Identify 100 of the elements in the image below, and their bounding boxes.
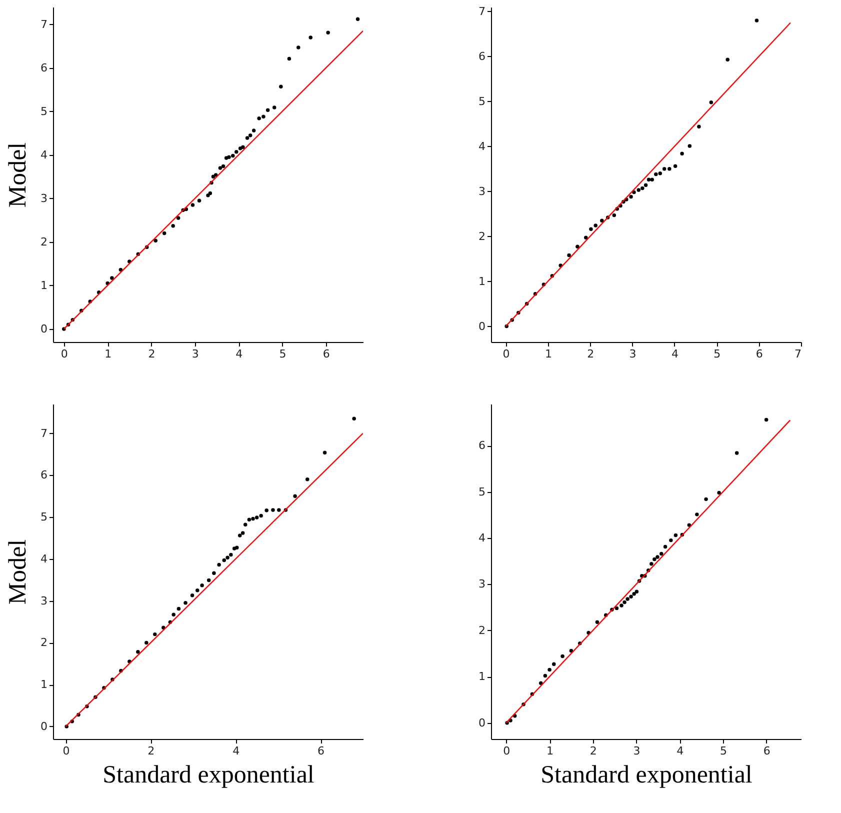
point bbox=[251, 516, 255, 521]
point bbox=[259, 514, 263, 518]
y-tick-label: 1 bbox=[40, 678, 48, 692]
point bbox=[632, 592, 636, 596]
point bbox=[629, 594, 633, 599]
x-tick-label: 2 bbox=[587, 348, 594, 360]
point bbox=[308, 36, 312, 40]
point bbox=[212, 571, 216, 576]
y-tick-label: 0 bbox=[40, 720, 48, 733]
point bbox=[697, 124, 701, 128]
point bbox=[176, 216, 180, 220]
point bbox=[668, 167, 672, 171]
point bbox=[264, 508, 268, 512]
point bbox=[663, 544, 668, 549]
y-tick-label: 5 bbox=[478, 94, 486, 108]
point bbox=[229, 552, 233, 557]
point bbox=[196, 588, 200, 592]
point bbox=[754, 18, 759, 22]
point bbox=[594, 224, 598, 228]
point bbox=[543, 674, 548, 678]
point bbox=[640, 186, 644, 190]
point bbox=[211, 174, 216, 179]
x-tick-label: 0 bbox=[502, 348, 510, 360]
x-tick-label: 4 bbox=[676, 744, 684, 758]
point bbox=[287, 56, 292, 61]
point bbox=[262, 114, 266, 119]
point bbox=[660, 552, 664, 556]
y-tick-label: 2 bbox=[40, 636, 48, 650]
x-tick-label: 0 bbox=[503, 744, 510, 758]
point bbox=[626, 597, 630, 601]
y-tick-label: 0 bbox=[478, 320, 486, 333]
y-tick-label: 2 bbox=[478, 624, 486, 637]
point bbox=[352, 416, 356, 421]
point bbox=[600, 218, 604, 222]
y-tick-label: 5 bbox=[40, 104, 48, 118]
point bbox=[589, 227, 593, 231]
point bbox=[652, 557, 656, 562]
point bbox=[669, 538, 673, 542]
y-tick-label: 1 bbox=[478, 274, 486, 288]
point bbox=[704, 497, 708, 502]
point bbox=[552, 662, 556, 666]
point bbox=[674, 533, 678, 538]
point bbox=[293, 494, 297, 498]
x-tick-label: 0 bbox=[62, 744, 70, 758]
point bbox=[245, 136, 250, 140]
point bbox=[709, 100, 714, 104]
point bbox=[136, 650, 140, 654]
point bbox=[695, 512, 699, 516]
y-tick-label: 4 bbox=[40, 552, 48, 566]
y-tick-label: 3 bbox=[40, 594, 48, 608]
point bbox=[241, 145, 245, 149]
y-tick-label: 7 bbox=[40, 426, 48, 440]
point bbox=[257, 116, 261, 120]
point bbox=[190, 203, 195, 207]
point bbox=[560, 654, 564, 658]
point bbox=[576, 244, 580, 249]
y-tick-label: 5 bbox=[478, 485, 486, 498]
y-tick-label: 3 bbox=[478, 578, 486, 591]
point bbox=[322, 450, 327, 454]
point bbox=[612, 213, 616, 218]
point bbox=[235, 546, 239, 550]
point bbox=[266, 108, 270, 112]
point bbox=[548, 668, 552, 672]
point bbox=[172, 612, 176, 616]
point bbox=[144, 640, 148, 645]
point bbox=[197, 198, 202, 202]
point bbox=[569, 648, 574, 653]
point bbox=[240, 531, 245, 535]
x-tick-label: 2 bbox=[590, 744, 597, 758]
point bbox=[217, 562, 221, 567]
point bbox=[650, 562, 654, 566]
point bbox=[153, 632, 157, 636]
point bbox=[636, 188, 640, 192]
point bbox=[687, 523, 692, 527]
point bbox=[234, 150, 238, 154]
point bbox=[171, 224, 175, 228]
point bbox=[662, 167, 666, 171]
point bbox=[162, 231, 166, 236]
y-tick-label: 0 bbox=[478, 716, 486, 730]
y-tick-label: 1 bbox=[478, 670, 486, 684]
point bbox=[226, 556, 230, 560]
x-tick-label: 7 bbox=[794, 348, 802, 360]
y-tick-label: 1 bbox=[40, 278, 48, 292]
point bbox=[595, 620, 600, 624]
point bbox=[764, 418, 768, 422]
point bbox=[356, 17, 360, 22]
x-tick-label: 5 bbox=[714, 348, 721, 360]
point bbox=[190, 594, 194, 598]
y-tick-label: 4 bbox=[478, 532, 486, 544]
point bbox=[118, 268, 123, 272]
point bbox=[326, 30, 330, 35]
point bbox=[206, 194, 210, 198]
point bbox=[646, 178, 651, 182]
point bbox=[634, 590, 639, 594]
x-tick-label: 3 bbox=[633, 744, 640, 758]
point bbox=[629, 194, 633, 199]
point bbox=[614, 606, 619, 610]
y-tick-label: 3 bbox=[40, 192, 48, 205]
point bbox=[673, 164, 678, 168]
point bbox=[238, 534, 242, 538]
